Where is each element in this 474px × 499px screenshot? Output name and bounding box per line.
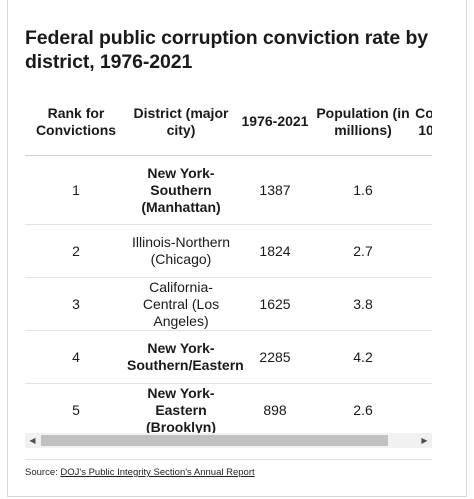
district-cell: Illinois-Northern (Chicago) (127, 224, 235, 278)
district-cell: New York-Southern (Manhattan) (127, 155, 235, 225)
convictions-cell: 2285 (235, 330, 315, 384)
header-population: Population (in millions) (315, 88, 411, 156)
population-cell: 2.6 (315, 383, 411, 433)
rank-cell: 1 (25, 155, 127, 225)
scroll-right-icon[interactable]: ▶ (421, 436, 428, 445)
convictions-cell: 1824 (235, 224, 315, 278)
scroll-left-icon[interactable]: ◀ (29, 436, 36, 445)
population-cell: 1.6 (315, 155, 411, 225)
table-row: 1 New York-Southern (Manhattan) 1387 1.6 (25, 155, 432, 225)
population-cell: 2.7 (315, 224, 411, 278)
rate-cell (411, 224, 432, 278)
data-table: Rank for Convictions District (major cit… (25, 88, 432, 433)
source-note: Source: DOJ's Public Integrity Section's… (25, 467, 255, 478)
convictions-cell: 1625 (235, 277, 315, 331)
rank-cell: 3 (25, 277, 127, 331)
district-cell: New York-Eastern (Brooklyn) (127, 383, 235, 433)
rank-cell: 2 (25, 224, 127, 278)
horizontal-scrollbar[interactable]: ◀ ▶ (25, 433, 432, 448)
table-viewport[interactable]: Rank for Convictions District (major cit… (25, 88, 432, 433)
header-row: Rank for Convictions District (major cit… (25, 88, 432, 156)
district-cell: California-Central (Los Angeles) (127, 277, 235, 331)
chart-title: Federal public corruption conviction rat… (25, 27, 428, 73)
population-cell: 4.2 (315, 330, 411, 384)
rank-cell: 5 (25, 383, 127, 433)
source-link[interactable]: DOJ's Public Integrity Section's Annual … (60, 467, 255, 478)
table-row: 5 New York-Eastern (Brooklyn) 898 2.6 (25, 383, 432, 433)
rate-cell (411, 383, 432, 433)
rate-cell (411, 277, 432, 331)
convictions-cell: 898 (235, 383, 315, 433)
table-row: 3 California-Central (Los Angeles) 1625 … (25, 277, 432, 331)
divider (25, 459, 432, 460)
header-district: District (major city) (127, 88, 235, 156)
header-convictions: 1976-2021 (235, 88, 315, 156)
scrollbar-thumb[interactable] (41, 435, 388, 446)
embed-frame (7, 0, 467, 497)
header-rank: Rank for Convictions (25, 88, 127, 156)
convictions-cell: 1387 (235, 155, 315, 225)
population-cell: 3.8 (315, 277, 411, 331)
source-prefix: Source: (25, 467, 61, 478)
header-rate: Convictions per 100,000 people (411, 88, 432, 156)
district-cell: New York-Southern/Eastern (127, 330, 244, 384)
table-row: 2 Illinois-Northern (Chicago) 1824 2.7 (25, 224, 432, 278)
rank-cell: 4 (25, 330, 127, 384)
rate-cell (411, 155, 432, 225)
table-row: 4 New York-Southern/Eastern 2285 4.2 (25, 330, 432, 384)
rate-cell (411, 330, 432, 384)
